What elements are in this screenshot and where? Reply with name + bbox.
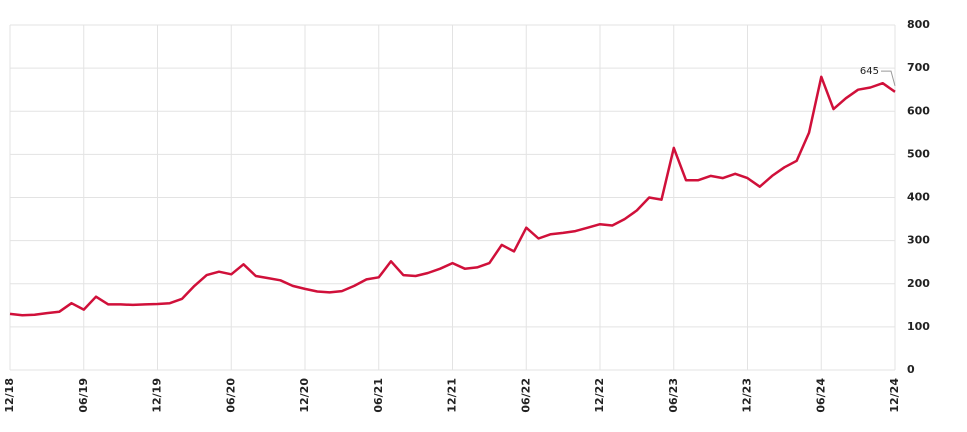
y-tick-label: 600 [907,104,930,117]
y-tick-label: 400 [907,191,930,204]
x-tick-label: 12/22 [593,378,606,413]
x-tick-label: 06/23 [667,378,680,413]
x-tick-label: 06/24 [814,378,827,413]
annotation-leader [881,70,896,86]
x-tick-label: 06/22 [519,378,532,413]
y-tick-label: 800 [907,18,930,31]
line [9,75,896,317]
x-tick-label: 12/21 [446,378,459,413]
y-tick-label: 100 [907,320,930,333]
x-tick-label: 06/20 [224,378,237,413]
x-tick-label: 12/20 [298,378,311,413]
y-tick-label: 700 [907,61,930,74]
y-tick-label: 0 [907,363,915,376]
annotation: 645 [860,66,879,77]
x-tick-label: 12/23 [741,378,754,413]
y-tick-label: 300 [907,234,930,247]
x-tick-label: 12/19 [151,378,164,413]
x-tick-label: 12/24 [888,378,901,413]
y-tick-label: 200 [907,277,930,290]
y-tick-label: 500 [907,147,930,160]
x-tick-label: 06/19 [77,378,90,413]
x-tick-label: 12/18 [3,378,16,413]
x-tick-label: 06/21 [372,378,385,413]
